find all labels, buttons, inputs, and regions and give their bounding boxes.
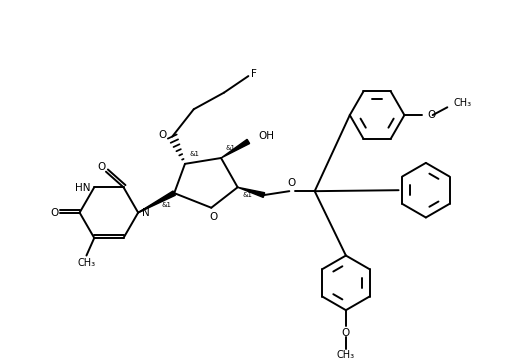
Text: O: O	[209, 211, 217, 222]
Text: CH₃: CH₃	[337, 350, 355, 359]
Text: O: O	[50, 208, 58, 218]
Text: O: O	[342, 328, 350, 337]
Text: CH₃: CH₃	[453, 98, 471, 108]
Polygon shape	[221, 139, 249, 158]
Text: &1: &1	[161, 202, 171, 208]
Text: OH: OH	[258, 131, 274, 141]
Text: CH₃: CH₃	[77, 258, 96, 268]
Text: N: N	[142, 208, 150, 218]
Text: O: O	[158, 130, 166, 140]
Text: O: O	[428, 110, 436, 120]
Text: HN: HN	[75, 183, 90, 193]
Text: &1: &1	[243, 192, 253, 198]
Polygon shape	[238, 187, 265, 197]
Text: O: O	[97, 162, 105, 172]
Text: &1: &1	[190, 151, 200, 157]
Text: &1: &1	[226, 145, 236, 151]
Polygon shape	[138, 191, 175, 213]
Text: O: O	[287, 178, 296, 188]
Text: F: F	[251, 69, 257, 79]
